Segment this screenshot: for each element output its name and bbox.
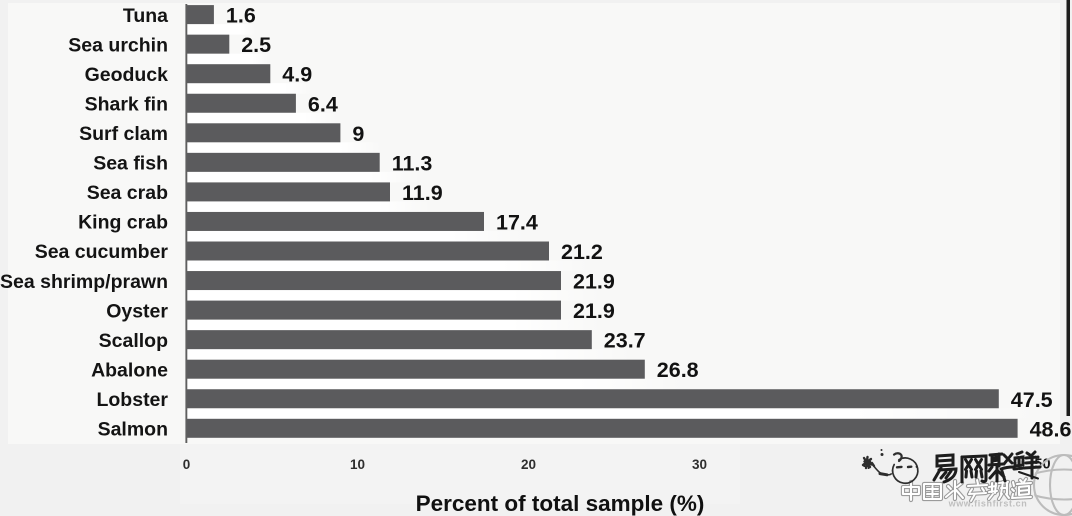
svg-text:Oyster: Oyster	[106, 300, 168, 322]
svg-text:6.4: 6.4	[308, 92, 338, 116]
svg-text:www.fishfirst.cn: www.fishfirst.cn	[948, 499, 1028, 509]
svg-text:10: 10	[350, 457, 365, 472]
svg-text:21.9: 21.9	[573, 270, 615, 294]
svg-text:21.9: 21.9	[573, 299, 615, 323]
svg-text:Scallop: Scallop	[99, 330, 168, 352]
svg-text:Sea crab: Sea crab	[87, 182, 168, 204]
svg-text:Lobster: Lobster	[96, 389, 168, 411]
svg-text:20: 20	[521, 457, 536, 472]
svg-text:Salmon: Salmon	[98, 419, 168, 441]
svg-text:Sea fish: Sea fish	[93, 153, 168, 175]
svg-text:4.9: 4.9	[282, 63, 312, 87]
svg-text:9: 9	[352, 122, 364, 146]
svg-text:Sea urchin: Sea urchin	[68, 34, 168, 56]
svg-text:Tuna: Tuna	[123, 5, 168, 27]
svg-text:Shark fin: Shark fin	[85, 93, 168, 115]
svg-text:21.2: 21.2	[561, 240, 603, 264]
svg-text:11.3: 11.3	[392, 151, 433, 175]
svg-text:Geoduck: Geoduck	[85, 64, 169, 86]
svg-text:2.5: 2.5	[241, 33, 271, 57]
svg-text:Sea cucumber: Sea cucumber	[35, 241, 169, 263]
svg-text:Sea shrimp/prawn: Sea shrimp/prawn	[0, 271, 168, 293]
svg-text:11.9: 11.9	[402, 181, 443, 205]
svg-text:Surf clam: Surf clam	[79, 123, 168, 145]
svg-text:King crab: King crab	[78, 212, 168, 234]
svg-text:1.6: 1.6	[226, 4, 256, 28]
svg-text:30: 30	[692, 457, 707, 472]
svg-text:0: 0	[183, 457, 191, 472]
svg-text:17.4: 17.4	[496, 210, 538, 234]
svg-text:Percent of total sample (%): Percent of total sample (%)	[416, 491, 705, 516]
svg-text:26.8: 26.8	[657, 358, 699, 382]
svg-text:23.7: 23.7	[604, 329, 646, 353]
svg-text:47.5: 47.5	[1011, 388, 1053, 412]
svg-text:Abalone: Abalone	[91, 359, 168, 381]
svg-text:48.6: 48.6	[1030, 417, 1072, 441]
